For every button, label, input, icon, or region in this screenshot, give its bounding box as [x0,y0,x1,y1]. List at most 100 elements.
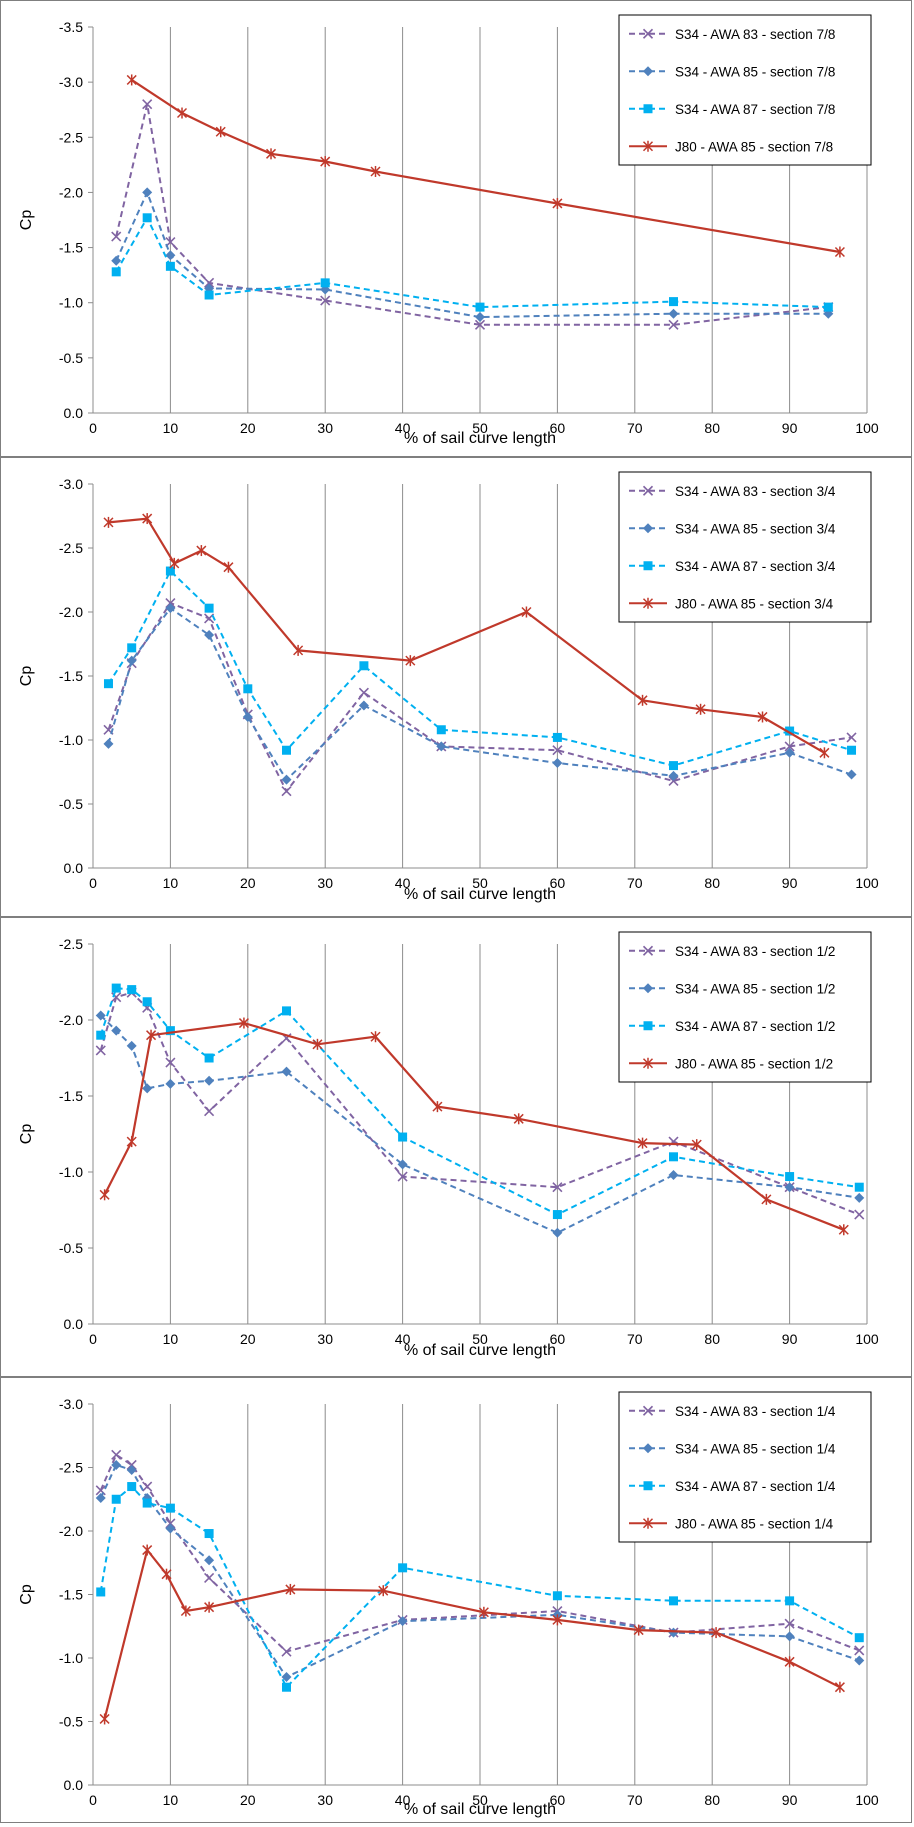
data-point [669,761,678,771]
data-point [142,213,152,223]
x-tick-label: 60 [550,1331,566,1347]
data-point [669,1152,678,1162]
data-point [552,1591,562,1601]
legend: S34 - AWA 83 - section 3/4 S34 - AWA 85 -… [618,471,872,623]
legend-box [618,471,872,623]
legend-item: J80 - AWA 85 - section 1/2 [629,1056,833,1071]
data-point [281,774,292,785]
x-tick-label: 10 [163,420,179,436]
legend-item: J80 - AWA 85 - section 3/4 [629,596,834,611]
legend-item: J80 - AWA 85 - section 1/4 [629,1516,834,1531]
legend: S34 - AWA 83 - section 1/2 S34 - AWA 85 -… [618,931,872,1083]
data-point [127,643,137,653]
x-tick-label: 100 [855,875,879,891]
legend-marker [643,523,653,534]
chart-panel-2: 0.0 -0.5 -1.0 -1.5 -2.0 -2.5 -3.0 0 10 20 30 40 50 60… [0,457,912,917]
y-tick-label: 0.0 [64,1316,84,1332]
data-point [165,250,176,261]
x-tick-label: 90 [782,875,798,891]
legend-label: S34 - AWA 87 - section 7/8 [675,102,835,117]
y-tick-label: -3.5 [59,19,83,35]
chart-svg: 0.0 -0.5 -1.0 -1.5 -2.0 -2.5 -3.0 0 10 20 30 40 50 60… [18,471,879,903]
legend-marker [642,1057,654,1069]
data-point [474,319,486,330]
data-point [711,1627,722,1639]
legend-item: S34 - AWA 87 - section 1/2 [629,1019,835,1034]
data-point [103,679,113,689]
y-tick-label: -0.5 [59,1714,83,1730]
y-tick-label: -2.0 [59,184,83,200]
data-point [282,745,291,755]
data-point [854,1645,865,1656]
x-tick-label: 60 [550,420,566,436]
data-point [96,1030,106,1040]
data-point [111,255,122,266]
legend-item: S34 - AWA 85 - section 1/4 [629,1441,836,1456]
legend-box [618,931,872,1083]
data-point [204,1572,215,1584]
legend-marker [643,1021,653,1031]
x-tick-label: 80 [704,1792,720,1808]
data-point [165,1523,176,1534]
y-tick-label: -2.0 [59,1523,83,1539]
data-point [111,1494,121,1504]
data-point [126,1465,137,1476]
legend-label: S34 - AWA 87 - section 1/2 [675,1019,835,1034]
data-point [784,741,795,752]
data-point [668,775,679,787]
legend-box [618,1391,872,1543]
data-point [669,297,678,307]
y-tick-label: -2.5 [59,540,83,556]
y-tick-label: -0.5 [59,796,83,812]
data-point [397,1159,408,1170]
x-tick-label: 40 [395,1792,411,1808]
data-point [668,319,679,330]
x-axis-title: % of sail curve length [404,430,556,447]
series-line [99,1014,860,1234]
data-point [165,597,176,609]
x-tick-label: 50 [472,1792,488,1808]
legend-label: S34 - AWA 87 - section 1/4 [675,1479,836,1494]
data-point [785,1596,795,1606]
series-square [111,213,833,312]
legend-item: S34 - AWA 85 - section 1/2 [629,981,835,996]
x-tick-label: 90 [782,1331,798,1347]
legend-label: J80 - AWA 85 - section 7/8 [675,139,833,154]
data-point [784,747,795,758]
data-point [142,1481,153,1492]
data-point [397,1171,408,1182]
data-point [552,745,563,756]
legend-item: S34 - AWA 83 - section 1/2 [629,944,835,959]
y-tick-label: 0.0 [64,405,84,421]
legend-label: S34 - AWA 83 - section 3/4 [675,484,836,499]
data-point [552,732,562,742]
x-tick-label: 40 [395,875,411,891]
data-point [165,1057,176,1068]
data-point [204,603,214,613]
data-point [196,545,207,557]
legend-item: S34 - AWA 87 - section 7/8 [629,102,835,117]
y-tick-label: -1.5 [59,240,83,256]
y-axis-title: Cp [18,1124,35,1145]
legend-marker [643,1443,653,1454]
data-point [854,1209,865,1220]
data-point [398,1563,408,1573]
y-tick-label: -1.5 [59,668,83,684]
data-point [204,630,215,641]
x-tick-label: 100 [855,420,879,436]
x-tick-label: 60 [550,1792,566,1808]
data-point [397,1616,408,1627]
x-tick-label: 70 [627,420,643,436]
data-point [637,694,648,706]
data-point [846,732,857,743]
y-tick-label: -1.0 [59,1164,83,1180]
data-point [142,1544,153,1556]
x-tick-label: 20 [240,1331,256,1347]
data-point [552,1210,562,1220]
y-tick-label: -2.5 [59,129,83,145]
legend-label: S34 - AWA 87 - section 3/4 [675,559,836,574]
legend-marker [642,1517,654,1529]
y-axis-title: Cp [18,210,35,231]
legend-marker [642,28,654,39]
